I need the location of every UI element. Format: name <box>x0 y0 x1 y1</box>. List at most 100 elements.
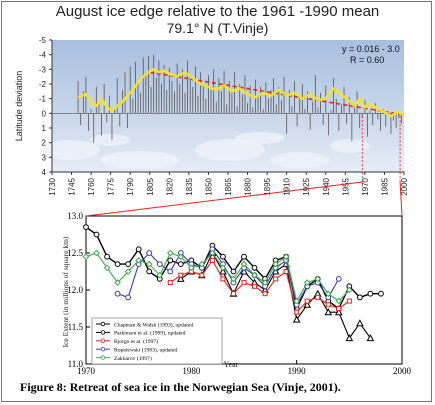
bottom-axes: 11.0 11.5 12.0 12.5 13.0 1970 1980 1990 2000 <box>67 211 411 376</box>
series-marker <box>334 308 343 316</box>
legend-entry-label: Bjorgo et al. (1997) <box>114 338 158 345</box>
series-marker <box>114 279 121 286</box>
series-marker <box>114 290 121 297</box>
top-x-tick-label: 1910 <box>283 177 292 195</box>
legend-entry-label: Chapman & Walsh (1993), updated <box>114 321 193 328</box>
top-x-tick-label: 1850 <box>204 177 213 195</box>
series-marker <box>303 300 312 308</box>
top-y-tick-label: 3 <box>42 153 47 162</box>
marker-connector-right <box>399 181 403 217</box>
top-y-tick-label: -5 <box>39 36 47 45</box>
series-marker <box>366 334 375 342</box>
ice-floe <box>195 139 265 161</box>
ice-floe <box>40 140 100 160</box>
series-marker <box>282 253 290 261</box>
bottom-y-axis-label: Ice Extent (in millions of square km) <box>61 236 70 347</box>
legend-swatch-marker <box>100 321 106 327</box>
top-x-tick-label: 1880 <box>244 177 253 195</box>
bottom-x-tick-label: 1980 <box>182 366 201 376</box>
series-marker <box>167 280 173 286</box>
legend-swatch-marker <box>100 347 106 352</box>
series-marker <box>335 297 343 305</box>
series-marker <box>324 290 332 298</box>
series-marker <box>251 271 258 279</box>
series-line <box>85 252 350 303</box>
series-marker <box>304 298 310 304</box>
series-marker <box>125 294 132 301</box>
top-x-tick-label: 1925 <box>302 177 311 195</box>
series-marker <box>314 275 322 283</box>
top-x-tick-label: 1790 <box>126 177 135 195</box>
series-marker <box>367 290 374 297</box>
top-x-tick-label: 1805 <box>146 177 155 195</box>
marker-connector-left <box>85 181 363 217</box>
series-marker <box>146 268 153 275</box>
series-marker <box>315 294 321 300</box>
series-marker <box>219 264 227 272</box>
top-annotation-equation: y = 0.016 - 3.0 <box>342 44 400 54</box>
series-marker <box>176 274 185 282</box>
trend-line-group <box>149 71 405 116</box>
series-marker <box>209 257 215 263</box>
series-marker <box>293 297 300 305</box>
legend-entry-label: Parkinson et al. (1999), updated <box>114 330 186 337</box>
series-marker <box>209 249 216 257</box>
series-marker <box>188 264 195 272</box>
series-marker <box>230 268 237 275</box>
bottom-x-tick-label: 1990 <box>288 366 307 376</box>
top-y-tick-label: -4 <box>39 51 47 60</box>
top-y-axis-label: Latitude deviation <box>14 71 24 142</box>
series-marker <box>135 257 142 264</box>
ice-floe <box>270 152 330 168</box>
legend-swatch-marker <box>100 355 106 360</box>
series-marker <box>241 253 247 260</box>
series-marker <box>356 319 364 327</box>
series-marker <box>241 280 247 286</box>
series-marker <box>220 276 226 282</box>
ice-extent-series <box>82 224 384 342</box>
top-x-tick-label: 1865 <box>224 177 233 195</box>
series-marker <box>83 224 89 231</box>
series-marker <box>114 261 121 268</box>
series-marker <box>324 308 333 316</box>
top-x-tick-label: 1760 <box>87 177 96 195</box>
top-y-tick-label: 4 <box>42 168 47 177</box>
top-y-tick-label: -2 <box>39 80 47 89</box>
series-marker <box>156 261 163 268</box>
bottom-y-tick-label: 13.0 <box>67 211 83 221</box>
series-marker <box>346 298 352 304</box>
top-x-tick-label: 1895 <box>263 177 272 195</box>
series-marker <box>283 269 289 274</box>
bottom-y-tick-label: 11.5 <box>68 322 84 332</box>
top-y-tick-label: 2 <box>42 139 47 148</box>
series-marker <box>156 271 164 279</box>
series-marker <box>335 276 342 282</box>
series-marker <box>178 272 184 278</box>
ice-floe <box>330 139 370 153</box>
bottom-y-tick-label: 12.0 <box>67 285 83 295</box>
series-marker <box>356 294 363 301</box>
series-marker <box>230 275 237 283</box>
series-marker <box>198 260 206 268</box>
legend-swatch-marker <box>100 330 106 335</box>
series-marker <box>240 267 248 275</box>
series-marker <box>145 260 153 268</box>
bottom-x-tick-label: 2000 <box>393 366 412 376</box>
trend-line <box>149 71 405 116</box>
legend-swatch-marker <box>100 338 106 343</box>
series-marker <box>240 260 248 268</box>
series-marker <box>93 231 100 238</box>
series-marker <box>303 279 311 286</box>
top-chart-title: August ice edge relative to the 1961 -19… <box>55 3 380 20</box>
series-marker <box>177 253 185 261</box>
smoothed-line <box>77 68 405 118</box>
top-y-tick-label: -1 <box>39 95 47 104</box>
series-marker <box>378 290 384 297</box>
legend-entry-label: Zakharov (1997) <box>114 355 152 362</box>
series-marker <box>166 249 174 257</box>
series-marker <box>124 268 132 275</box>
top-x-tick-label: 1775 <box>107 177 116 195</box>
